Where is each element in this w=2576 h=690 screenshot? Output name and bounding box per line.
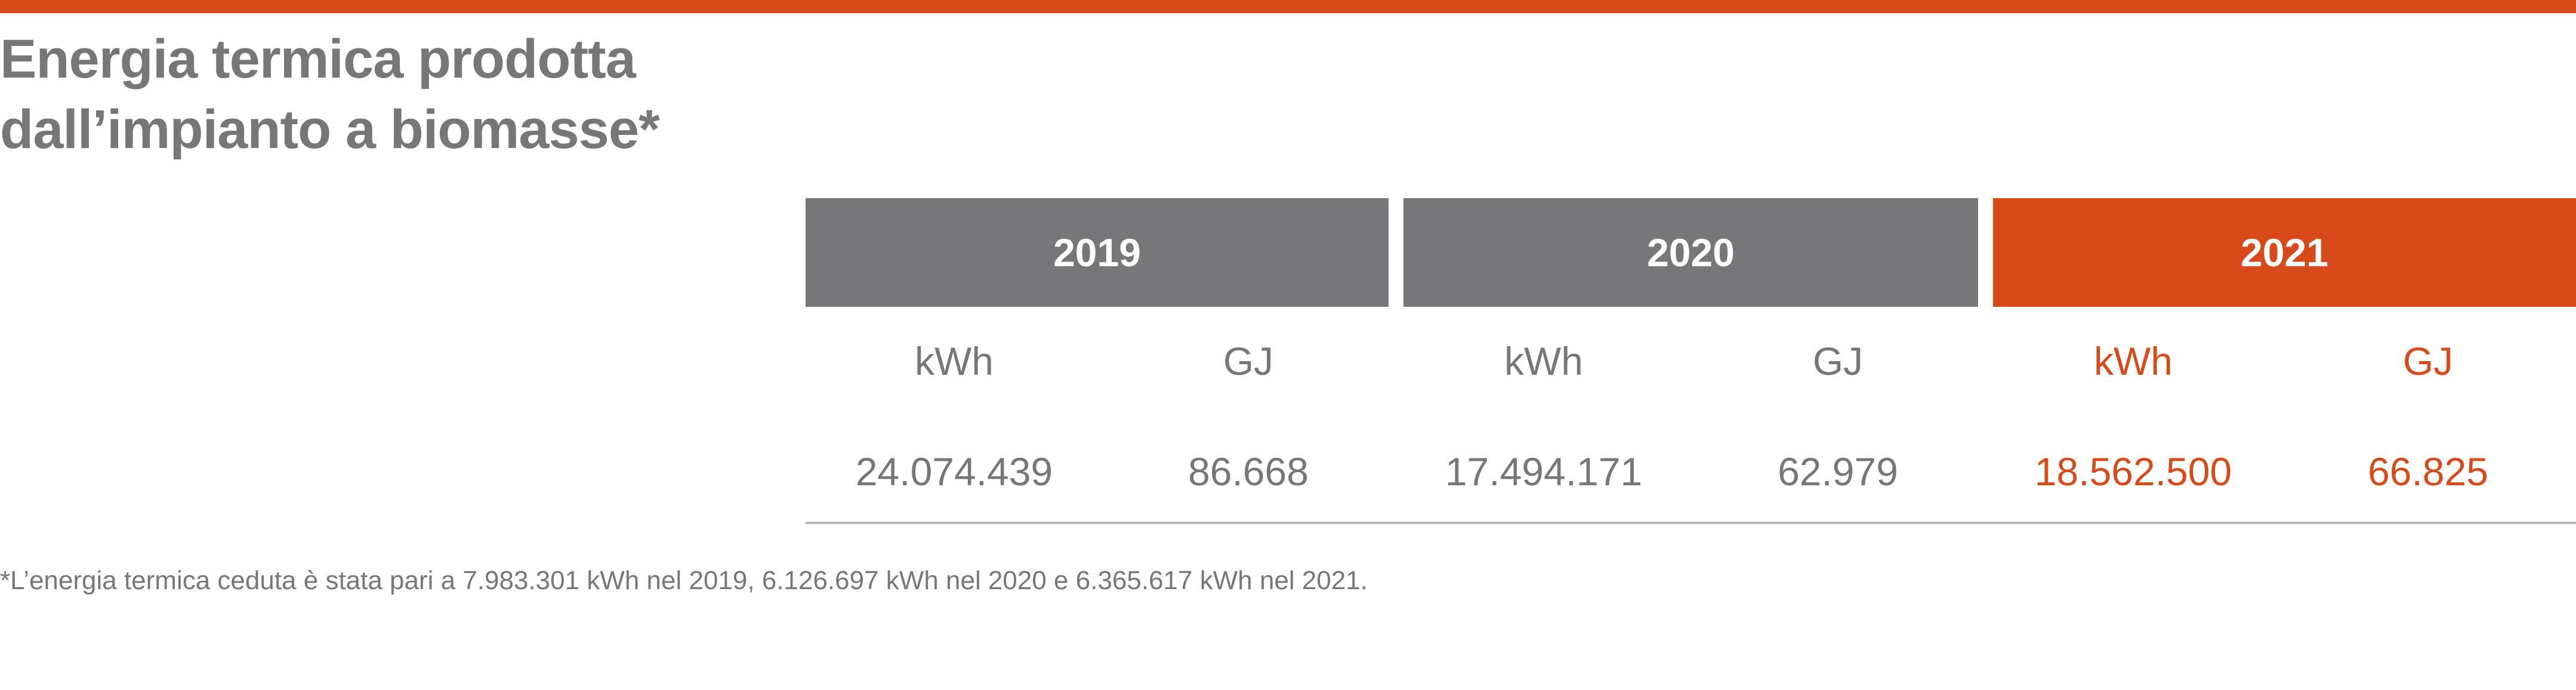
page-title: Energia termica prodotta dall’impianto a… — [0, 24, 776, 165]
unit-cell-2019-kwh: kWh — [915, 339, 994, 383]
unit-cell-2019-gj: GJ — [1223, 339, 1274, 383]
title-line-2: dall’impianto a biomasse* — [0, 99, 660, 160]
year-header-2019: 2019 — [806, 198, 1389, 307]
footnote: *L’energia termica ceduta è stata pari a… — [0, 566, 1368, 595]
value-cell-2019-gj: 86.668 — [1188, 449, 1309, 494]
unit-cell-2021-gj: GJ — [2402, 339, 2454, 383]
year-header-2021: 2021 — [1993, 198, 2576, 307]
top-accent-bar — [0, 0, 2576, 13]
value-cell-2019-kwh: 24.074.439 — [855, 449, 1053, 494]
value-cell-2021-gj: 66.825 — [2368, 449, 2488, 494]
table-bottom-divider — [806, 522, 2576, 524]
value-cell-2020-kwh: 17.494.171 — [1445, 449, 1643, 494]
unit-cell-2020-kwh: kWh — [1504, 339, 1583, 383]
unit-cell-2021-kwh: kWh — [2094, 339, 2173, 383]
value-cell-2020-gj: 62.979 — [1778, 449, 1898, 494]
year-header-2020: 2020 — [1403, 198, 1978, 307]
title-line-1: Energia termica prodotta — [0, 29, 636, 90]
value-cell-2021-kwh: 18.562.500 — [2034, 449, 2232, 494]
unit-cell-2020-gj: GJ — [1812, 339, 1864, 383]
